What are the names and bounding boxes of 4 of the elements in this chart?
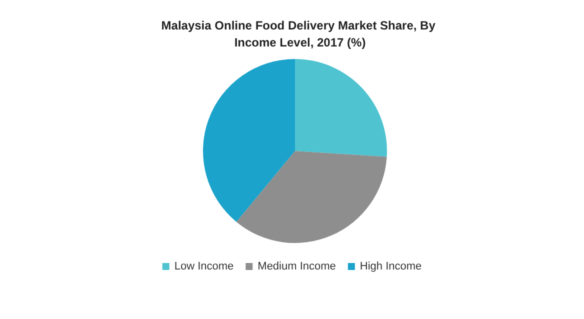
legend-label: Low Income: [174, 260, 234, 272]
legend-label: High Income: [360, 260, 422, 272]
legend-label: Medium Income: [258, 260, 336, 272]
chart-title: Malaysia Online Food Delivery Market Share, By Income Level, 2017 (%): [161, 18, 439, 50]
